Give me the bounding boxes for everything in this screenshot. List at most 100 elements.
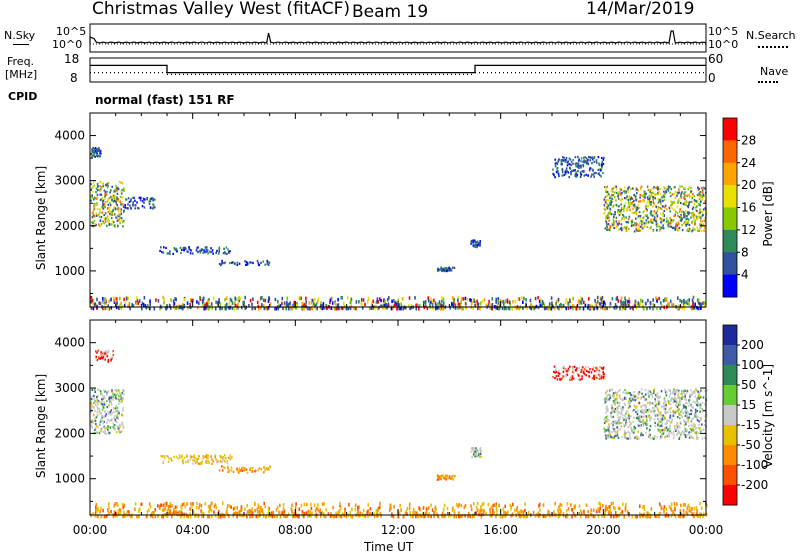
echo-cell — [479, 452, 482, 456]
echo-cell — [614, 191, 616, 194]
echo-cell — [629, 437, 632, 440]
echo-cell — [117, 214, 119, 218]
echo-cell — [370, 301, 373, 306]
echo-cell — [643, 421, 646, 424]
echo-cell — [94, 417, 96, 420]
echo-cell — [305, 511, 308, 515]
echo-cell — [685, 217, 688, 221]
echo-cell — [612, 396, 615, 399]
echo-cell — [578, 158, 580, 161]
echo-cell — [228, 301, 230, 305]
echo-cell — [474, 451, 476, 454]
echo-cell — [633, 431, 635, 434]
echo-cell — [618, 191, 620, 194]
echo-cell — [217, 252, 220, 255]
echo-cell — [562, 159, 564, 162]
echo-cell — [679, 400, 682, 403]
echo-cell — [643, 193, 645, 196]
echo-cell — [124, 206, 126, 209]
echo-cell — [664, 388, 666, 391]
echo-cell — [702, 428, 705, 431]
echo-cell — [699, 204, 701, 207]
echo-cell — [676, 388, 679, 391]
echo-cell — [617, 429, 619, 432]
echo-cell — [96, 154, 99, 157]
echo-cell — [121, 389, 124, 392]
echo-cell — [565, 169, 567, 172]
echo-cell — [324, 514, 327, 519]
echo-cell — [571, 170, 573, 173]
echo-cell — [669, 389, 671, 393]
echo-cell — [472, 451, 475, 454]
echo-cell — [683, 197, 686, 200]
echo-cell — [571, 370, 574, 373]
echo-cell — [587, 174, 589, 177]
echo-cell — [517, 510, 519, 514]
echo-cell — [148, 508, 150, 512]
echo-cell — [649, 301, 652, 306]
echo-cell — [93, 147, 96, 150]
echo-cell — [355, 300, 358, 304]
echo-cell — [614, 407, 616, 411]
echo-cell — [493, 510, 495, 515]
echo-cell — [680, 202, 682, 205]
echo-cell — [600, 175, 602, 178]
echo-cell — [472, 453, 475, 456]
echo-cell — [496, 306, 498, 310]
echo-cell — [613, 306, 616, 310]
echo-cell — [248, 508, 251, 513]
echo-cell — [649, 196, 651, 200]
echo-cell — [689, 394, 691, 397]
echo-cell — [667, 427, 670, 431]
echo-cell — [660, 505, 662, 509]
echo-cell — [120, 181, 123, 184]
echo-cell — [644, 389, 647, 392]
echo-cell — [627, 299, 629, 304]
echo-cell — [628, 414, 630, 418]
echo-cell — [241, 467, 243, 470]
echo-cell — [95, 214, 98, 217]
echo-cell — [678, 210, 681, 213]
echo-cell — [639, 515, 642, 519]
echo-cell — [104, 220, 107, 223]
echo-cell — [116, 414, 118, 417]
echo-cell — [571, 375, 574, 378]
echo-cell — [699, 514, 701, 519]
echo-cell — [593, 156, 596, 159]
echo-cell — [624, 396, 626, 399]
echo-cell — [695, 388, 697, 391]
echo-cell — [659, 402, 661, 405]
echo-cell — [679, 417, 681, 420]
echo-cell — [637, 430, 640, 433]
echo-cell — [562, 303, 565, 308]
echo-cell — [431, 508, 434, 512]
echo-cell — [610, 436, 613, 439]
echo-cell — [647, 393, 650, 396]
echo-cell — [377, 507, 379, 511]
echo-cell — [650, 213, 652, 216]
echo-cell — [593, 307, 595, 311]
echo-cell — [358, 300, 360, 304]
echo-cell — [186, 502, 188, 506]
echo-cell — [642, 211, 645, 214]
echo-cell — [196, 246, 198, 250]
echo-cell — [607, 434, 609, 437]
echo-cell — [689, 195, 691, 198]
echo-cell — [662, 212, 664, 215]
echo-cell — [645, 417, 648, 420]
echo-cell — [110, 399, 112, 402]
echo-cell — [191, 299, 193, 303]
echo-cell — [219, 305, 221, 310]
echo-cell — [680, 392, 683, 395]
echo-cell — [594, 370, 596, 373]
echo-cell — [685, 417, 688, 420]
echo-cell — [624, 417, 626, 420]
echo-cell — [603, 307, 606, 311]
echo-cell — [607, 510, 610, 514]
echo-cell — [607, 213, 609, 216]
echo-cell — [675, 399, 678, 402]
echo-cell — [650, 226, 652, 229]
echo-region — [160, 453, 233, 465]
echo-cell — [109, 419, 111, 423]
echo-cell — [228, 250, 230, 254]
